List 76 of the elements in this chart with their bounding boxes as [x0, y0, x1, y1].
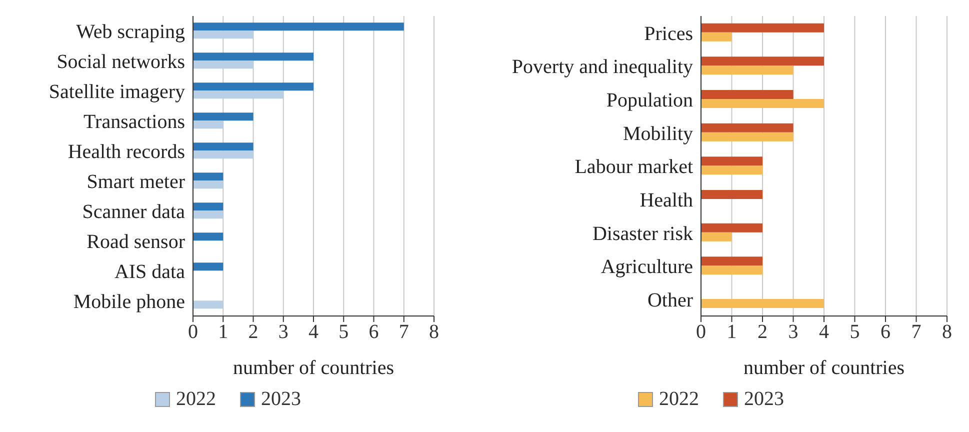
bar: [701, 132, 794, 142]
y-tick-label: Other: [647, 289, 694, 312]
bar: [193, 52, 314, 61]
x-tick-label: 6: [368, 321, 379, 344]
bar: [193, 150, 254, 159]
bar: [701, 99, 824, 108]
y-tick-label: Scanner data: [82, 201, 186, 224]
bar: [193, 112, 254, 121]
y-tick-label: Agriculture: [600, 256, 694, 278]
x-tick-label: 6: [880, 321, 890, 344]
bar: [701, 223, 762, 232]
y-tick-label: Smart meter: [86, 171, 186, 194]
bar: [701, 256, 762, 266]
bar: [193, 172, 224, 181]
x-tick-label: 7: [911, 321, 922, 344]
y-tick-label: Disaster risk: [592, 222, 693, 245]
x-axis-title: number of countries: [743, 357, 905, 379]
bar: [701, 190, 762, 199]
x-tick-label: 4: [819, 321, 829, 344]
y-tick-label: Road sensor: [86, 231, 186, 254]
y-tick-label: Poverty and inequality: [512, 56, 693, 78]
bar: [701, 299, 824, 308]
x-tick-label: 5: [338, 321, 349, 344]
bar: [701, 32, 732, 42]
x-tick-label: 5: [850, 321, 860, 344]
x-tick-label: 2: [248, 321, 258, 344]
bar: [701, 23, 824, 32]
bar: [701, 90, 794, 99]
bar: [701, 156, 762, 166]
bar: [701, 56, 824, 66]
bar: [193, 232, 224, 241]
y-tick-label: Mobile phone: [73, 291, 186, 314]
bar: [193, 90, 284, 99]
legend-label: 2022: [176, 388, 216, 411]
x-axis-title: number of countries: [232, 357, 394, 379]
x-tick-label: 8: [429, 321, 439, 344]
bar: [193, 180, 224, 189]
x-tick-label: 4: [308, 321, 318, 344]
y-tick-label: Population: [606, 89, 693, 112]
x-tick-label: 1: [726, 321, 737, 344]
x-tick-label: 8: [942, 321, 952, 344]
x-tick-label: 3: [278, 321, 288, 344]
bar: [193, 142, 254, 151]
y-tick-label: Labour market: [574, 156, 694, 178]
legend-label: 2023: [261, 388, 301, 411]
legend-label: 2023: [744, 388, 784, 411]
bar: [193, 210, 224, 219]
bar: [701, 123, 794, 132]
bar: [193, 60, 254, 69]
bar: [193, 262, 224, 271]
bar: [193, 202, 224, 211]
y-tick-label: Mobility: [622, 122, 693, 145]
legend-label: 2022: [659, 388, 699, 411]
x-tick-label: 0: [188, 321, 198, 344]
x-tick-label: 7: [398, 321, 409, 344]
y-tick-label: Health: [640, 189, 693, 212]
x-tick-label: 0: [696, 321, 706, 344]
x-tick-label: 3: [788, 321, 798, 344]
bar: [193, 120, 224, 129]
x-tick-label: 1: [218, 321, 228, 344]
y-tick-label: Web scraping: [76, 21, 185, 44]
y-tick-label: Prices: [644, 22, 694, 45]
bar: [701, 232, 732, 242]
bar: [193, 82, 314, 91]
bar: [193, 22, 404, 31]
bar: [701, 266, 762, 275]
x-tick-label: 2: [758, 321, 768, 344]
y-tick-label: Satellite imagery: [48, 81, 185, 104]
y-tick-label: Social networks: [56, 51, 186, 74]
bar: [193, 300, 224, 309]
bar: [193, 30, 254, 39]
y-tick-label: Transactions: [84, 111, 186, 134]
y-tick-label: AIS data: [114, 261, 186, 284]
bar: [701, 66, 794, 75]
y-tick-label: Health records: [68, 141, 186, 164]
bar: [701, 166, 762, 175]
